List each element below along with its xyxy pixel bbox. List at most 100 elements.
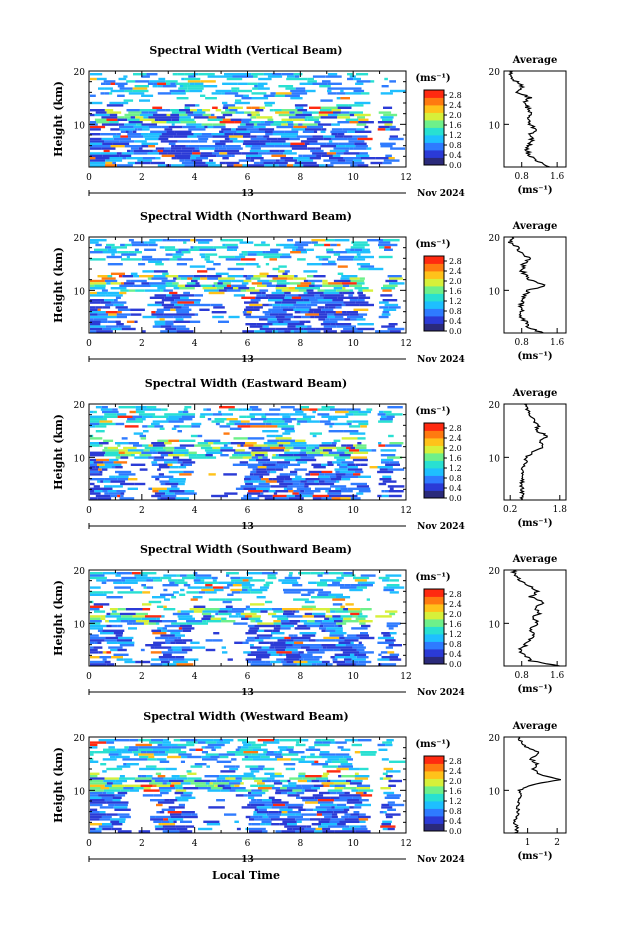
colorbar-band bbox=[424, 311, 444, 313]
y-tick-label: 20 bbox=[74, 734, 86, 744]
colorbar-band bbox=[424, 817, 444, 819]
heatmap-cell bbox=[219, 755, 229, 759]
heatmap-cell bbox=[235, 99, 242, 102]
heatmap-cell bbox=[170, 149, 176, 153]
heatmap-cell bbox=[294, 825, 307, 828]
heatmap-cell bbox=[144, 241, 148, 244]
average-profile-line bbox=[508, 70, 550, 168]
heatmap-cell bbox=[229, 615, 239, 618]
heatmap-cell bbox=[257, 466, 267, 469]
heatmap-cell bbox=[171, 782, 181, 785]
heatmap-cell bbox=[174, 446, 186, 450]
heatmap-cell bbox=[201, 255, 206, 259]
heatmap-cell bbox=[134, 248, 139, 251]
heatmap-cell bbox=[344, 739, 358, 742]
heatmap-cell bbox=[263, 758, 277, 761]
heatmap-cell bbox=[152, 149, 158, 153]
colorbar-band bbox=[424, 100, 444, 102]
heatmap-cell bbox=[320, 99, 333, 102]
heatmap-cell bbox=[324, 164, 334, 167]
heatmap-cell bbox=[179, 658, 185, 661]
colorbar-band bbox=[424, 826, 444, 828]
heatmap-cell bbox=[268, 308, 283, 311]
heatmap-cell bbox=[327, 92, 337, 95]
heatmap-cell bbox=[206, 275, 222, 278]
heatmap-cell bbox=[215, 612, 219, 616]
average-x-tick-label: 0.8 bbox=[515, 338, 530, 348]
heatmap-cell bbox=[261, 253, 268, 256]
colorbar-band bbox=[424, 490, 444, 493]
colorbar-band bbox=[424, 434, 444, 436]
heatmap-cell bbox=[360, 751, 377, 754]
heatmap-cell bbox=[307, 325, 312, 328]
heatmap-cell bbox=[349, 147, 354, 150]
heatmap-cell bbox=[210, 617, 222, 620]
heatmap-cell bbox=[385, 413, 403, 416]
heatmap-cell bbox=[226, 422, 235, 426]
heatmap-cell bbox=[114, 808, 131, 811]
heatmap-cell bbox=[358, 641, 362, 644]
heatmap-cell bbox=[243, 794, 248, 797]
heatmap-cell bbox=[247, 794, 262, 797]
heatmap-cell bbox=[271, 456, 289, 459]
heatmap-cell bbox=[153, 794, 162, 797]
heatmap-cell bbox=[345, 92, 361, 95]
heatmap-cell bbox=[105, 294, 123, 297]
heatmap-cell bbox=[226, 574, 230, 577]
heatmap-cell bbox=[285, 767, 291, 771]
heatmap-cell bbox=[160, 791, 169, 795]
heatmap-cell bbox=[378, 420, 393, 423]
heatmap-cell bbox=[121, 739, 130, 742]
heatmap-cell bbox=[280, 779, 288, 783]
x-tick-label: 10 bbox=[347, 339, 359, 349]
heatmap-cell bbox=[314, 284, 323, 287]
heatmap-cell bbox=[385, 775, 393, 778]
heatmap-cell bbox=[377, 636, 394, 640]
heatmap-cell bbox=[259, 485, 271, 488]
heatmap-cell bbox=[183, 791, 193, 795]
heatmap-cell bbox=[234, 121, 242, 124]
heatmap-cell bbox=[266, 466, 284, 469]
heatmap-cell bbox=[250, 159, 255, 162]
heatmap-cell bbox=[119, 644, 135, 647]
heatmap-cell bbox=[178, 458, 192, 462]
heatmap-cell bbox=[170, 308, 176, 311]
heatmap-cell bbox=[280, 255, 292, 259]
colorbar-band bbox=[424, 767, 444, 769]
heatmap-cell bbox=[206, 451, 223, 454]
heatmap-cell bbox=[132, 415, 143, 418]
heatmap-cell bbox=[133, 149, 150, 153]
heatmap-cell bbox=[152, 444, 166, 447]
heatmap-cell bbox=[317, 574, 323, 577]
heatmap-cell bbox=[118, 325, 131, 328]
heatmap-cell bbox=[240, 451, 251, 454]
heatmap-cell bbox=[304, 789, 318, 792]
heatmap-cell bbox=[142, 794, 154, 797]
heatmap-cell bbox=[264, 803, 273, 807]
heatmap-cell bbox=[138, 413, 156, 416]
average-x-tick-label: 1 bbox=[525, 838, 531, 848]
heatmap-cell bbox=[114, 299, 118, 302]
heatmap-cell bbox=[181, 161, 195, 165]
heatmap-cell bbox=[254, 639, 264, 642]
heatmap-cell bbox=[356, 586, 367, 589]
heatmap-cell bbox=[319, 648, 334, 652]
heatmap-cell bbox=[99, 442, 109, 445]
heatmap-cell bbox=[319, 294, 325, 297]
heatmap-cell bbox=[183, 85, 188, 88]
heatmap-cell bbox=[262, 430, 279, 433]
heatmap-cell bbox=[317, 413, 330, 416]
heatmap-cell bbox=[271, 787, 281, 790]
heatmap-cell bbox=[382, 289, 392, 292]
heatmap-cell bbox=[245, 815, 251, 819]
heatmap-cell bbox=[163, 608, 176, 611]
heatmap-cell bbox=[241, 497, 249, 500]
heatmap-cell bbox=[90, 789, 104, 792]
heatmap-cell bbox=[181, 648, 193, 652]
heatmap-cell bbox=[261, 478, 269, 481]
colorbar-band bbox=[424, 301, 444, 303]
heatmap-cell bbox=[270, 660, 282, 664]
heatmap-cell bbox=[219, 406, 235, 409]
heatmap-cell bbox=[352, 87, 362, 90]
heatmap-cell bbox=[211, 311, 227, 314]
